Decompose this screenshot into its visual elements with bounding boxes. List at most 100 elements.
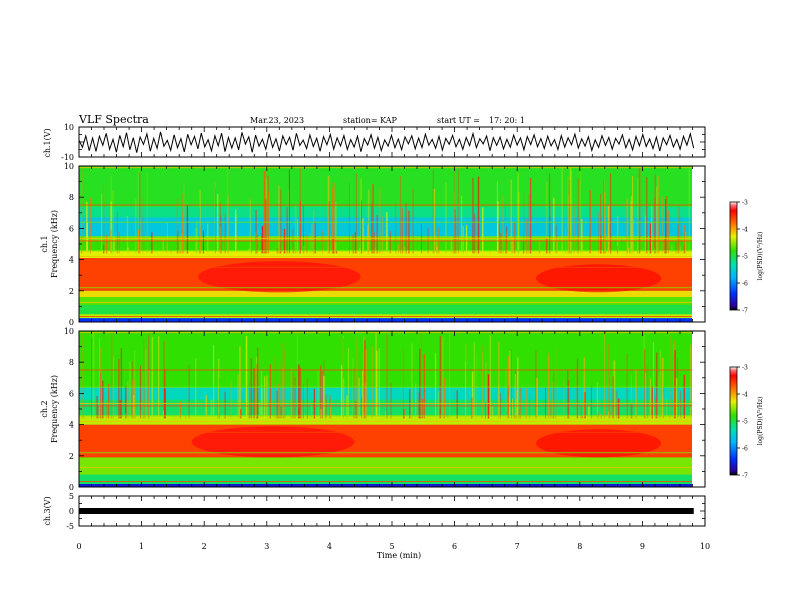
ch3-waveform-panel: 5 0 -5 ch.3(V) (43, 492, 706, 531)
sferic-streak (180, 401, 181, 419)
ch3-waveform-ylabel: ch.3(V) (43, 496, 52, 525)
ch1-ytick-top: 10 (64, 123, 74, 132)
sferic-streak (82, 332, 84, 419)
sferic-streak (113, 237, 115, 254)
ch1-waveform-ticks (78, 126, 706, 158)
start-ut-label: start UT = (437, 116, 480, 125)
sferic-streak (514, 222, 516, 254)
sferic-streak (550, 401, 552, 419)
sferic-streak (673, 340, 675, 419)
narrowband-line (79, 386, 694, 388)
sferic-streak (643, 335, 645, 419)
sferic-streak (491, 406, 494, 419)
sferic-streak (453, 172, 455, 254)
sferic-streak (323, 375, 325, 419)
sferic-streak (498, 341, 500, 419)
sferic-streak (348, 182, 350, 254)
sferic-streak (412, 188, 414, 254)
sferic-streak (481, 345, 483, 419)
sferic-streak (134, 350, 136, 419)
start-ut-value: 17: 20: 1 (489, 116, 525, 125)
sferic-streak (294, 244, 296, 254)
sferic-streak (131, 361, 133, 419)
sferic-streak (665, 196, 668, 254)
sferic-streak (685, 231, 687, 254)
sferic-streak (646, 365, 649, 419)
sferic-streak (367, 189, 370, 254)
sferic-streak (294, 376, 296, 419)
narrowband-line (79, 238, 694, 239)
sferic-streak (314, 221, 316, 254)
sferic-streak (482, 207, 484, 254)
sferic-streak (183, 183, 185, 254)
sferic-streak (295, 205, 297, 254)
sferic-streak (265, 179, 268, 254)
sferic-streak (422, 398, 424, 419)
sferic-streak (489, 251, 491, 254)
sferic-streak (451, 244, 453, 254)
sferic-streak (603, 180, 605, 254)
sferic-streak (386, 212, 388, 254)
sferic-streak (199, 226, 201, 254)
sferic-streak (279, 250, 282, 254)
sferic-streak (556, 238, 558, 254)
sferic-streak (646, 177, 648, 254)
sferic-streak (661, 358, 664, 419)
sferic-streak (335, 201, 337, 254)
sferic-streak (651, 386, 653, 419)
narrowband-line (79, 369, 694, 371)
sferic-streak (657, 175, 659, 254)
sferic-streak (659, 353, 660, 419)
ytick-label: 6 (69, 389, 74, 398)
ch1-spectrogram-ylabel-top: ch.1 (40, 235, 49, 252)
narrowband-line (79, 467, 694, 468)
sferic-streak (332, 181, 334, 254)
band-4 (79, 290, 694, 297)
sferic-streak (663, 386, 665, 419)
sferic-streak (139, 173, 141, 254)
sferic-streak (590, 385, 592, 419)
sferic-streak (419, 348, 421, 419)
narrowband-line (79, 481, 694, 482)
sferic-streak (408, 210, 410, 254)
sferic-streak (568, 380, 570, 419)
sferic-streak (140, 365, 141, 419)
band-7 (79, 331, 694, 388)
sferic-streak (581, 218, 583, 254)
sferic-streak (397, 244, 399, 254)
sferic-streak (299, 168, 301, 254)
sferic-streak (567, 176, 569, 254)
sferic-streak (580, 405, 582, 419)
sferic-streak (127, 381, 129, 419)
sferic-streak (182, 212, 184, 254)
sferic-streak (217, 400, 219, 419)
sferic-streak (390, 382, 392, 419)
colorbar-tick-label: -7 (742, 308, 748, 315)
sferic-streak (265, 199, 267, 254)
sferic-streak (202, 230, 204, 254)
sferic-streak (405, 203, 407, 254)
sferic-streak (470, 415, 472, 419)
ch1-spectrogram-image (79, 166, 694, 322)
sferic-streak (103, 184, 105, 254)
sferic-streak (303, 206, 304, 254)
sferic-streak (118, 231, 120, 254)
sferic-streak (143, 339, 145, 419)
sferic-streak (240, 408, 242, 419)
narrowband-line (79, 415, 694, 417)
sferic-streak (173, 415, 175, 419)
narrowband-line (79, 266, 694, 268)
sferic-streak (680, 391, 682, 419)
sferic-streak (604, 192, 606, 254)
sferic-streak (655, 186, 658, 254)
sferic-streak (342, 338, 344, 419)
sferic-streak (664, 239, 666, 254)
sferic-streak (477, 176, 480, 254)
sferic-streak (654, 174, 656, 254)
ch2-colorbar-gradient (729, 366, 738, 476)
band-2 (79, 457, 694, 475)
sferic-streak (453, 192, 455, 254)
sferic-streak (683, 374, 685, 419)
sferic-streak (583, 357, 586, 419)
